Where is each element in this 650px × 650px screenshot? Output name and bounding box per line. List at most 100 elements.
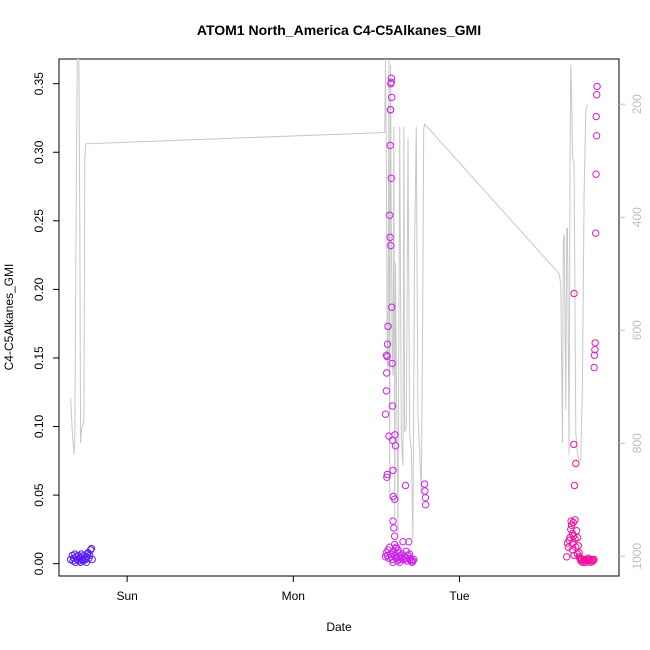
chart-title: ATOM1 North_America C4-C5Alkanes_GMI [197, 22, 481, 38]
pressure-line [70, 59, 588, 540]
data-point [572, 527, 581, 535]
data-point [592, 170, 600, 178]
data-point [592, 132, 601, 140]
data-point [570, 289, 578, 298]
data-point [396, 558, 404, 566]
data-point [391, 431, 399, 439]
data-point [568, 546, 577, 554]
data-point [422, 501, 430, 509]
data-point [593, 82, 601, 91]
data-point [389, 517, 397, 525]
data-point [409, 557, 417, 565]
y-tick-label: 0.25 [32, 209, 46, 233]
data-point [410, 555, 418, 564]
y-tick-label: 0.30 [32, 140, 46, 164]
y-tick-label: 0.20 [32, 277, 46, 301]
data-point [592, 229, 600, 237]
data-point [383, 352, 391, 361]
y-tick-label: 0.05 [32, 483, 46, 507]
data-point [386, 141, 394, 150]
data-point [563, 553, 571, 561]
data-point [388, 93, 396, 102]
data-point [388, 359, 396, 368]
data-point [567, 517, 575, 525]
data-point [391, 495, 399, 503]
data-point [386, 233, 394, 242]
right-pressure-axis: 200 400 600 800 1000 [619, 94, 644, 570]
data-point [387, 241, 395, 250]
data-point [590, 351, 599, 359]
data-point [593, 91, 601, 99]
data-point [388, 303, 396, 311]
data-point [386, 211, 394, 220]
data-point [420, 480, 429, 488]
data-point [86, 546, 95, 554]
y-tick-label: 0.35 [32, 72, 46, 96]
x-tick-label: Mon [282, 589, 305, 603]
data-point [570, 440, 578, 449]
y-tick-label: 0.10 [32, 414, 46, 438]
data-point [87, 544, 96, 553]
y-axis-label: C4-C5Alkanes_GMI [2, 264, 16, 371]
data-point [394, 546, 402, 554]
data-point [387, 74, 395, 82]
data-point [391, 442, 400, 450]
data-point [390, 524, 398, 532]
data-point [570, 481, 579, 490]
y-tick-label: 0.15 [32, 346, 46, 370]
right-tick-label: 600 [630, 320, 644, 340]
data-point [577, 554, 585, 562]
pressure-line-layer [70, 59, 588, 540]
data-point [383, 470, 391, 479]
data-point [590, 555, 598, 564]
data-point [383, 369, 391, 377]
data-point [570, 551, 578, 560]
data-point [386, 106, 395, 114]
data-point [82, 558, 91, 566]
data-point [591, 339, 599, 347]
data-point [421, 494, 430, 502]
data-point [391, 540, 399, 549]
data-point [569, 532, 577, 540]
data-point [383, 473, 391, 481]
data-point [421, 487, 429, 495]
data-point [391, 532, 399, 540]
x-axis-label: Date [326, 620, 352, 634]
right-tick-label: 200 [630, 94, 644, 114]
data-point [383, 340, 392, 348]
data-point [389, 466, 397, 475]
data-point [88, 555, 96, 564]
data-point [86, 551, 94, 560]
data-point [405, 538, 413, 546]
x-axis: Sun Mon Tue [116, 576, 470, 603]
series-segment-2 [381, 74, 430, 566]
data-point [585, 557, 593, 565]
data-point [381, 410, 390, 418]
series-segment-3 [563, 289, 598, 566]
y-tick-label: 0.00 [32, 552, 46, 576]
series-segment-3-high [590, 82, 601, 372]
data-point [401, 481, 410, 490]
data-point [382, 351, 391, 359]
x-tick-label: Tue [449, 589, 470, 603]
data-point [592, 112, 600, 121]
right-tick-label: 400 [630, 207, 644, 227]
scatter-points-layer [66, 74, 601, 566]
right-tick-label: 1000 [630, 543, 644, 570]
data-point [399, 538, 407, 546]
data-point [385, 432, 393, 440]
data-point [76, 558, 85, 566]
data-point [402, 547, 410, 555]
data-point [388, 402, 397, 410]
y-axis: 0.00 0.05 0.10 0.15 0.20 0.25 0.30 0.35 [32, 72, 59, 576]
data-point [387, 78, 395, 87]
data-point [589, 557, 597, 565]
data-point [571, 516, 579, 524]
data-point [387, 174, 395, 183]
right-tick-label: 800 [630, 433, 644, 453]
data-point [590, 363, 598, 372]
data-point [384, 322, 392, 331]
data-point [572, 459, 580, 468]
series-segment-1 [66, 544, 96, 566]
